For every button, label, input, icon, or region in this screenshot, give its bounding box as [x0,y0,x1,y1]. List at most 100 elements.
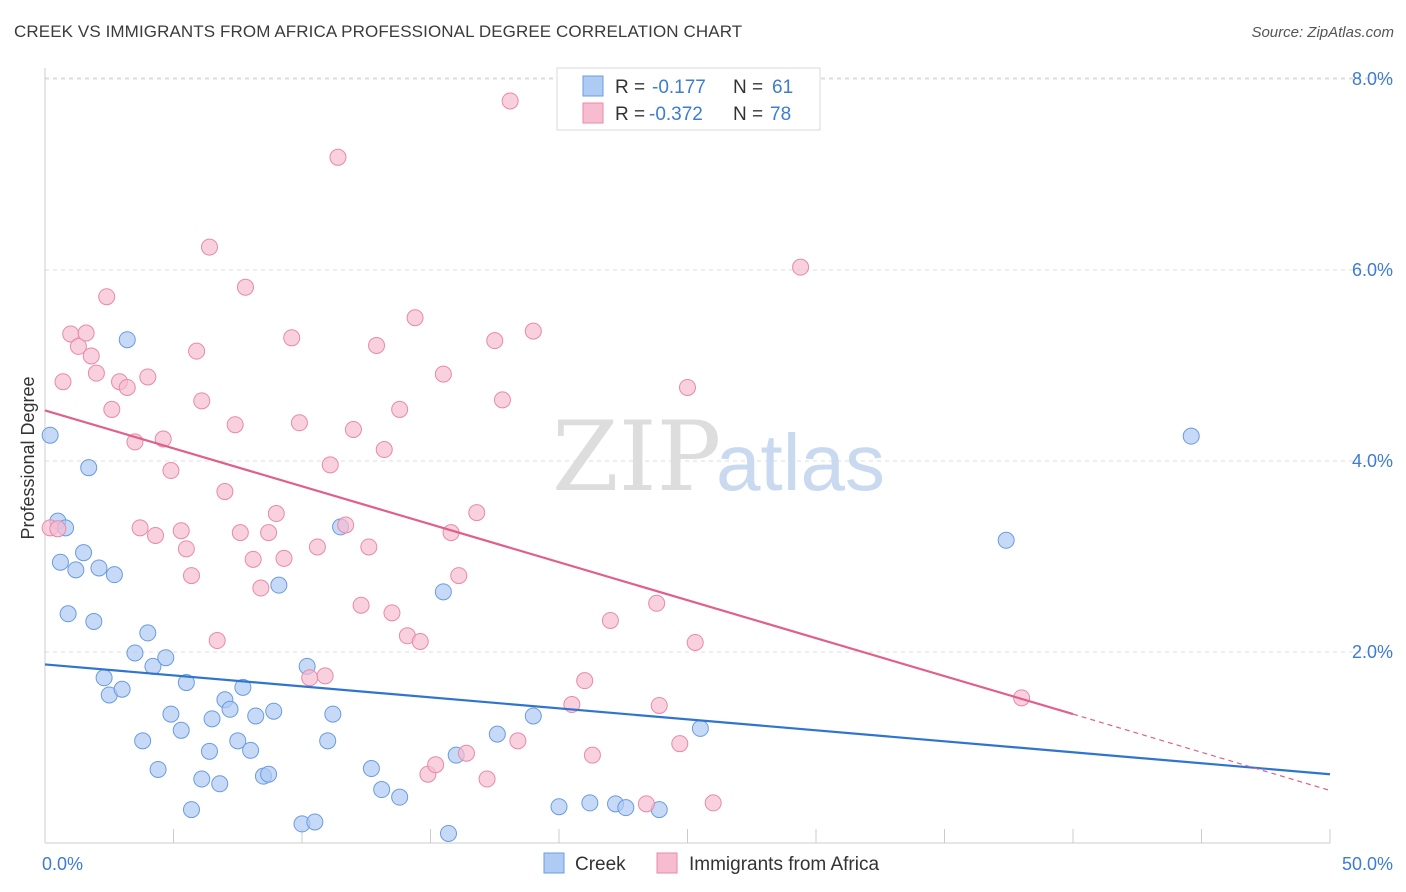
creek-point [95,669,113,687]
bottom-legend-swatch-creek [543,852,565,874]
y-axis-label: Professional Degree [18,376,38,539]
africa-point [352,596,370,614]
legend-r-label: R = [615,77,645,98]
source-label: Source: ZipAtlas.com [1251,24,1394,41]
creek-point [67,561,85,579]
axes [44,68,1331,844]
africa-point [792,258,810,276]
africa-point [49,520,67,538]
watermark: ZIP atlas [552,401,885,513]
africa-point [648,594,666,612]
watermark-zip: ZIP [552,401,721,513]
africa-point [54,373,72,391]
africa-point [188,342,206,360]
creek-trend-line [44,663,1331,776]
creek-point [118,331,136,349]
africa-point [375,441,393,459]
africa-point [301,669,319,687]
africa-point [493,391,511,409]
creek-point [105,566,123,584]
y-tick-label: 6.0% [1352,260,1393,280]
creek-point [391,788,409,806]
africa-point [82,347,100,365]
y-tick-label: 2.0% [1352,642,1393,662]
africa-point [260,524,278,542]
africa-point [434,365,452,383]
africa-point [704,794,722,812]
creek-point [162,705,180,723]
creek-point [488,725,506,743]
creek-point [193,770,211,788]
africa-point [478,770,496,788]
africa-point [231,524,249,542]
creek-point [550,798,568,816]
creek-point [691,719,709,737]
trend-lines [44,409,1331,792]
africa-point [486,332,504,350]
africa-point [182,567,200,585]
creek-point [439,824,457,842]
creek-point [319,732,337,750]
africa-point [501,92,519,110]
creek-point [211,775,229,793]
africa-point [139,368,157,386]
series-creek-points [41,331,1200,842]
legend-n-label: N = [733,104,763,125]
creek-point [126,644,144,662]
creek-point [617,799,635,817]
creek-point [1182,427,1200,445]
africa-point [329,148,347,166]
series-africa-points [41,92,1031,813]
bottom-legend-africa: Immigrants from Africa [689,854,879,875]
africa-point [193,392,211,410]
africa-point [321,456,339,474]
legend: R = -0.177 N = 61 R = -0.372 N = 78 [556,67,821,131]
legend-r-value: -0.177 [652,77,706,98]
legend-n-value: 61 [772,77,793,98]
africa-point [103,400,121,418]
africa-point [69,337,87,355]
africa-point [601,611,619,629]
creek-point [200,742,218,760]
africa-point [131,519,149,537]
creek-point [265,702,283,720]
creek-point [434,583,452,601]
africa-point [177,540,195,558]
africa-point [208,632,226,650]
y-tick-label: 4.0% [1352,451,1393,471]
africa-point [77,324,95,342]
creek-point [247,707,265,725]
africa-point [450,567,468,585]
creek-point [229,732,247,750]
africa-point [216,483,234,501]
legend-swatch-africa [582,102,604,124]
africa-point [679,378,696,396]
creek-point [177,674,195,692]
africa-point [360,538,378,556]
watermark-atlas: atlas [716,418,885,507]
legend-n-label: N = [733,77,763,98]
africa-point [87,364,105,382]
creek-point [203,710,221,728]
creek-point [75,544,93,562]
africa-point [524,322,542,340]
creek-point [324,705,342,723]
africa-point [267,505,285,523]
creek-point [260,765,278,783]
bottom-legend: Creek Immigrants from Africa [543,852,879,875]
creek-point [306,813,324,831]
africa-point [427,756,445,774]
creek-point [997,531,1015,549]
bottom-legend-creek: Creek [575,854,626,875]
creek-point [242,741,260,759]
creek-point [524,707,542,725]
africa-point [650,696,668,714]
africa-point [226,416,244,434]
creek-point [113,680,131,698]
legend-r-value: -0.372 [649,104,703,125]
africa-point [457,744,475,762]
y-tick-label: 8.0% [1352,69,1393,89]
creek-point [234,678,252,696]
africa-point [308,538,326,556]
